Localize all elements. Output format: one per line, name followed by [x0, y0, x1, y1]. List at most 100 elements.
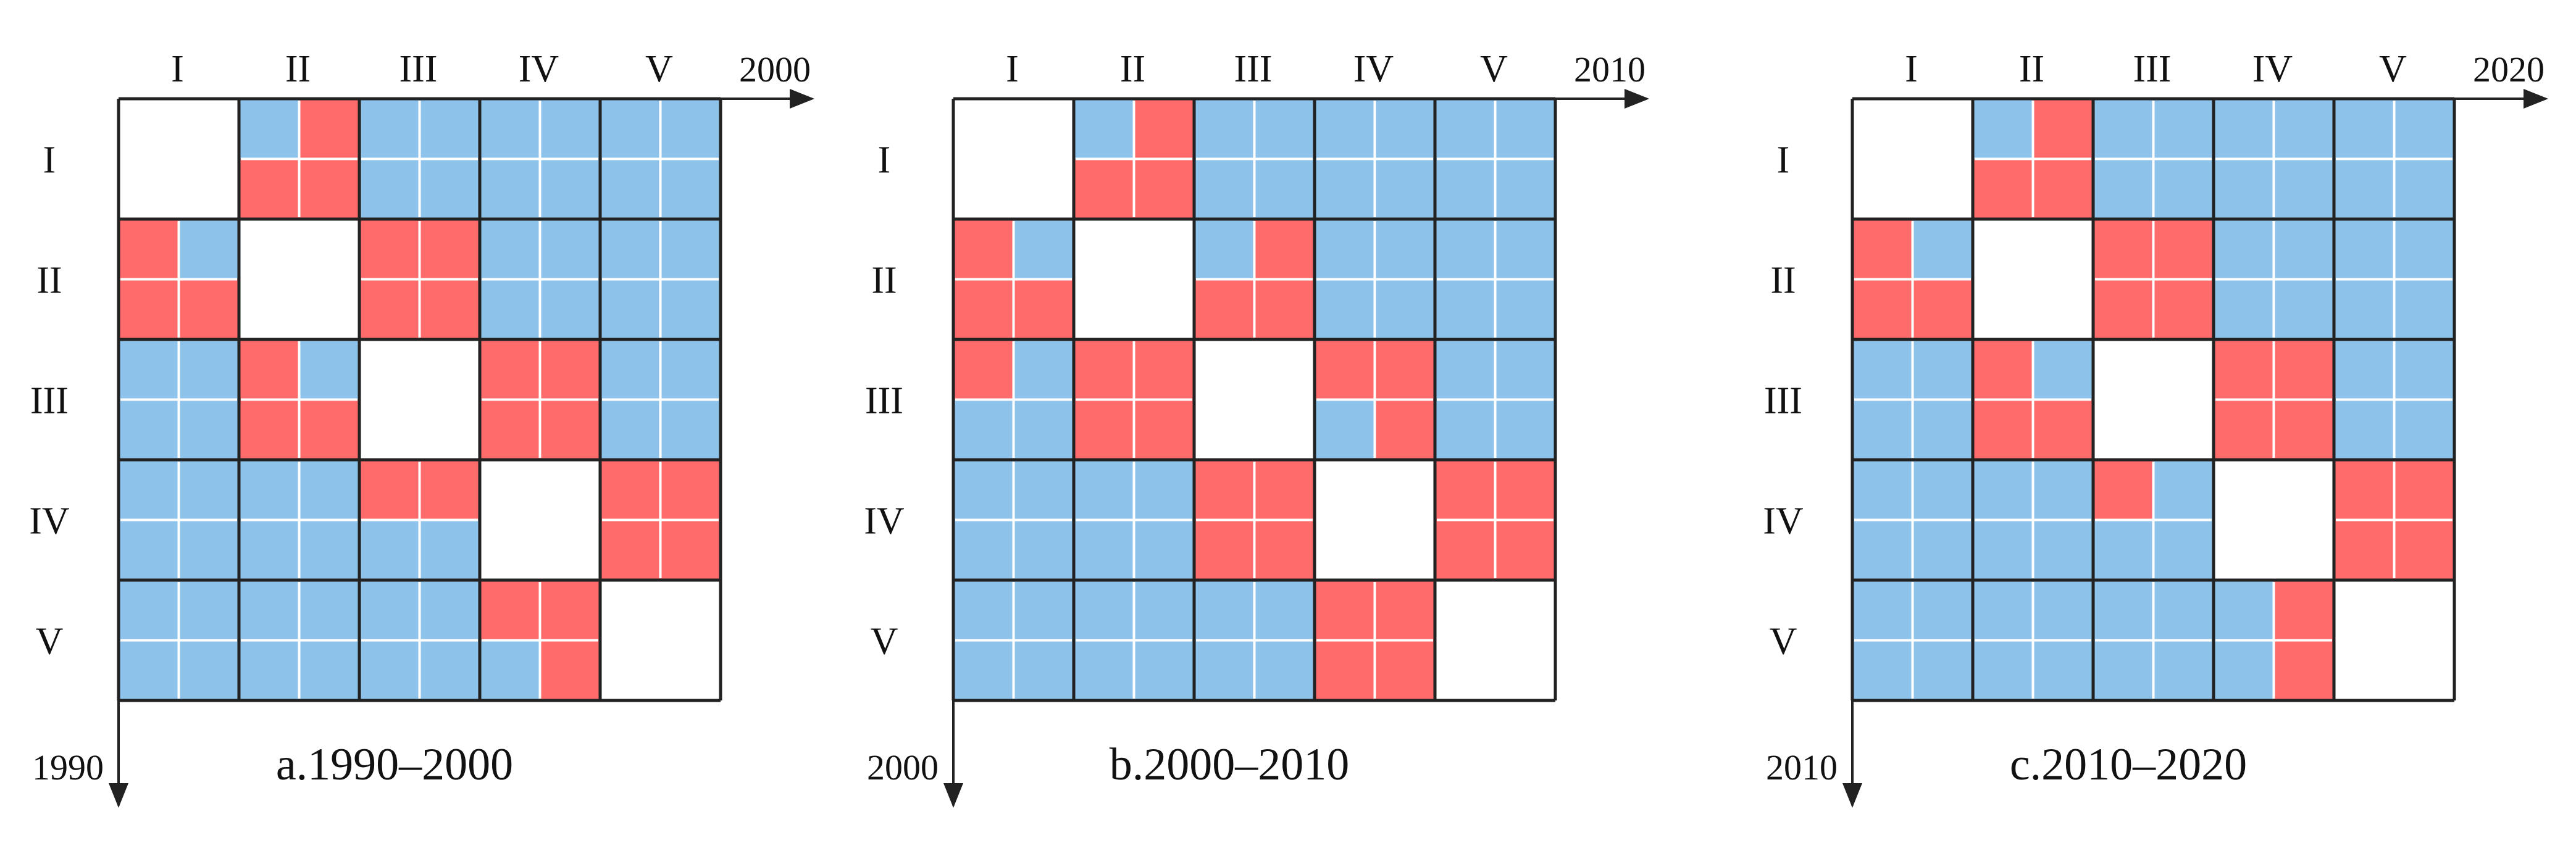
matrix-cell: [359, 99, 480, 219]
blue-quadrant: [1254, 99, 1315, 159]
row-tick-label: I: [1777, 139, 1790, 181]
matrix-cell: [1435, 99, 1555, 219]
matrix-cell: [359, 219, 480, 339]
red-quadrant: [299, 99, 359, 159]
red-quadrant: [953, 339, 1014, 400]
matrix-cell: [1973, 339, 2093, 460]
red-quadrant: [660, 460, 721, 520]
blue-quadrant: [1013, 460, 1074, 520]
blue-quadrant: [1852, 640, 1913, 700]
matrix-cell: [2214, 219, 2334, 339]
blue-quadrant: [2153, 460, 2214, 520]
red-quadrant: [178, 279, 239, 339]
matrix-cell: [480, 99, 600, 219]
red-quadrant: [419, 460, 480, 520]
blue-quadrant: [480, 219, 540, 280]
row-tick-label: I: [43, 139, 56, 181]
red-quadrant: [2033, 99, 2093, 159]
blue-quadrant: [2153, 580, 2214, 641]
blue-quadrant: [2153, 99, 2214, 159]
blue-quadrant: [178, 520, 239, 580]
red-quadrant: [2273, 640, 2334, 700]
red-quadrant: [1315, 640, 1375, 700]
blue-quadrant: [1194, 99, 1255, 159]
empty-diagonal-cell: [1973, 219, 2093, 339]
blue-quadrant: [2394, 399, 2454, 460]
column-year-label: 2020: [2473, 49, 2545, 89]
blue-quadrant: [1374, 159, 1435, 219]
blue-quadrant: [1435, 99, 1495, 159]
blue-quadrant: [2394, 339, 2454, 400]
blue-quadrant: [1852, 339, 1913, 400]
row-tick-label: III: [865, 380, 903, 422]
blue-quadrant: [419, 159, 480, 219]
blue-quadrant: [1134, 580, 1194, 641]
red-quadrant: [480, 580, 540, 641]
red-quadrant: [540, 580, 600, 641]
matrix-cell: [2093, 460, 2214, 580]
matrix-cell: [1315, 99, 1435, 219]
blue-quadrant: [1435, 279, 1495, 339]
empty-diagonal-cell: [1852, 99, 1973, 219]
row-tick-label: II: [36, 260, 62, 302]
blue-quadrant: [1194, 640, 1255, 700]
blue-quadrant: [239, 460, 299, 520]
blue-quadrant: [2214, 640, 2274, 700]
empty-diagonal-cell: [2093, 339, 2214, 460]
red-quadrant: [1435, 460, 1495, 520]
blue-quadrant: [178, 640, 239, 700]
matrix-cell: [2334, 219, 2454, 339]
blue-quadrant: [660, 99, 721, 159]
blue-quadrant: [660, 219, 721, 280]
empty-diagonal-cell: [600, 580, 721, 700]
blue-quadrant: [2273, 279, 2334, 339]
blue-quadrant: [1495, 219, 1555, 280]
red-quadrant: [2394, 520, 2454, 580]
row-tick-label: V: [1770, 621, 1797, 663]
blue-quadrant: [1013, 339, 1074, 400]
blue-quadrant: [1074, 99, 1134, 159]
red-quadrant: [1374, 580, 1435, 641]
red-quadrant: [540, 399, 600, 460]
matrix-cell: [1074, 219, 1194, 339]
blue-quadrant: [2394, 99, 2454, 159]
blue-quadrant: [1315, 399, 1375, 460]
empty-diagonal-cell: [359, 339, 480, 460]
blue-quadrant: [299, 640, 359, 700]
red-quadrant: [2334, 460, 2394, 520]
blue-quadrant: [359, 159, 420, 219]
column-tick-label: III: [1234, 48, 1273, 90]
blue-quadrant: [1315, 159, 1375, 219]
row-tick-label: II: [1770, 260, 1796, 302]
blue-quadrant: [480, 279, 540, 339]
blue-quadrant: [2093, 580, 2154, 641]
red-quadrant: [2033, 399, 2093, 460]
blue-quadrant: [660, 399, 721, 460]
blue-quadrant: [239, 640, 299, 700]
blue-quadrant: [119, 520, 179, 580]
blue-quadrant: [1852, 520, 1913, 580]
blue-quadrant: [419, 580, 480, 641]
blue-quadrant: [1374, 279, 1435, 339]
blue-quadrant: [1973, 640, 2033, 700]
red-quadrant: [1134, 399, 1194, 460]
matrix-cell: [600, 339, 721, 460]
blue-quadrant: [1435, 159, 1495, 219]
matrix-cell: [1194, 580, 1315, 700]
blue-quadrant: [600, 279, 661, 339]
matrix-cell: [2093, 219, 2214, 339]
blue-quadrant: [299, 580, 359, 641]
matrix-cell: [1315, 339, 1435, 460]
empty-diagonal-cell: [1315, 460, 1435, 580]
blue-quadrant: [1194, 159, 1255, 219]
blue-quadrant: [2033, 460, 2093, 520]
row-year-label: 2010: [1766, 747, 1838, 787]
red-quadrant: [2033, 159, 2093, 219]
column-tick-label: II: [2019, 48, 2044, 90]
matrix-cell: [953, 460, 1074, 580]
matrix-cell: [2214, 460, 2334, 580]
blue-quadrant: [2334, 399, 2394, 460]
matrix-cell: [953, 99, 1074, 219]
blue-quadrant: [359, 580, 420, 641]
blue-quadrant: [2153, 640, 2214, 700]
